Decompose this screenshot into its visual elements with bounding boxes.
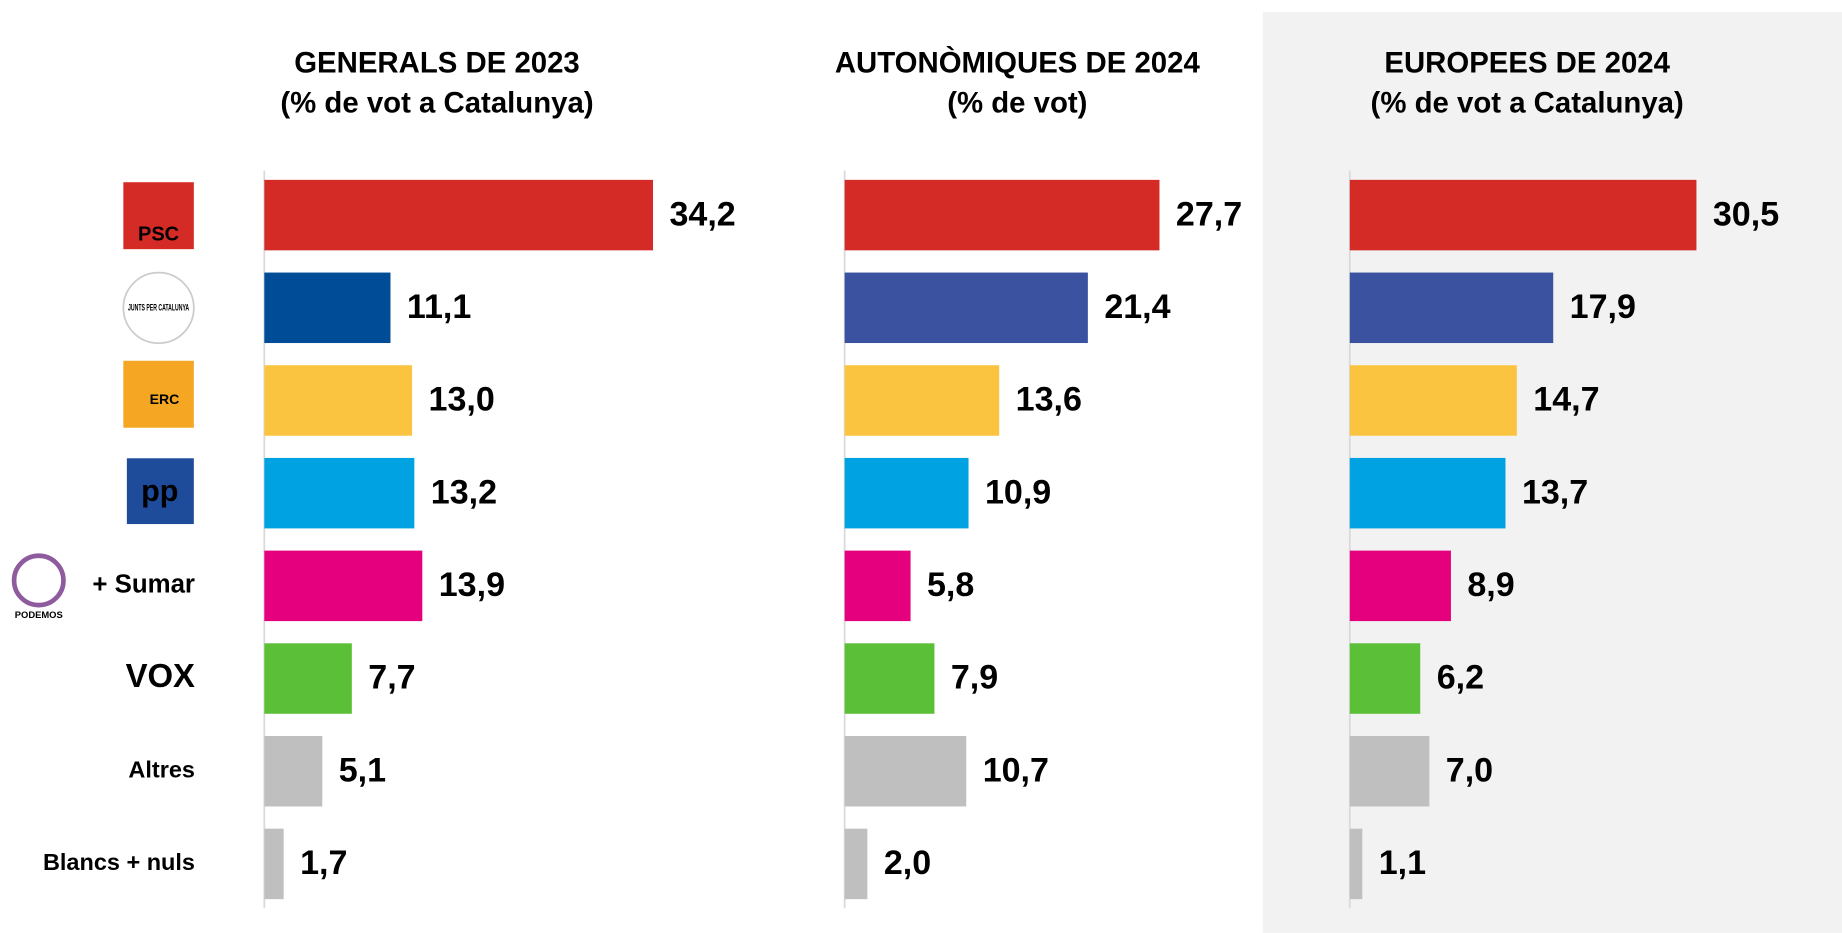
value-label: 13,7: [1522, 473, 1588, 511]
category-label: + Sumar: [92, 571, 195, 599]
pp-logo: [126, 458, 194, 525]
value-label: 13,0: [429, 381, 495, 419]
bar: [844, 179, 1160, 251]
bar: [264, 828, 284, 900]
value-label: 34,2: [669, 195, 735, 233]
value-label: 17,9: [1570, 288, 1636, 326]
value-label: 7,0: [1446, 751, 1493, 789]
bar: [264, 735, 323, 807]
bar: [844, 735, 967, 807]
category-label: VOX: [126, 657, 195, 694]
bar: [264, 179, 654, 251]
bar: [264, 457, 415, 529]
bar: [264, 272, 391, 344]
value-label: 1,7: [300, 844, 347, 882]
value-label: 7,7: [368, 659, 415, 697]
bar: [844, 272, 1088, 344]
bar: [264, 643, 352, 714]
bar: [1349, 643, 1421, 714]
category-label: JUNTS PER CATALUNYA: [128, 301, 189, 312]
value-label: 13,2: [431, 473, 497, 511]
bar: [1349, 550, 1451, 622]
value-label: 10,7: [983, 751, 1049, 789]
chart-subtitle: (% de vot a Catalunya): [1371, 86, 1684, 119]
podemos-logo: [11, 553, 66, 608]
bar: [844, 457, 969, 529]
chart-title: GENERALS DE 2023: [294, 46, 580, 79]
value-label: 5,1: [339, 751, 386, 789]
bar: [264, 550, 423, 622]
bar: [844, 365, 1000, 436]
chart-title: AUTONÒMIQUES DE 2024: [835, 45, 1201, 79]
value-label: 8,9: [1467, 566, 1514, 604]
value-label: 13,6: [1016, 381, 1082, 419]
value-label: 14,7: [1533, 381, 1599, 419]
value-label: 30,5: [1713, 195, 1779, 233]
bar: [844, 550, 911, 622]
value-label: 11,1: [407, 288, 471, 326]
bar: [844, 828, 868, 900]
bar: [1349, 735, 1430, 807]
category-label: PSC: [138, 223, 179, 245]
bar: [1349, 179, 1697, 251]
value-label: 1,1: [1379, 844, 1426, 882]
chart-subtitle: (% de vot): [947, 86, 1087, 119]
erc-logo: [123, 360, 194, 428]
chart-subtitle: (% de vot a Catalunya): [280, 86, 593, 119]
bar: [844, 643, 935, 714]
junts-logo: [122, 271, 195, 345]
category-label: Altres: [128, 756, 195, 782]
value-label: 6,2: [1437, 659, 1484, 697]
category-label: pp: [141, 474, 178, 508]
category-label: ERC: [150, 391, 180, 407]
value-label: 2,0: [884, 844, 931, 882]
bar: [1349, 457, 1506, 529]
category-label: Blancs + nuls: [43, 849, 195, 875]
value-label: 27,7: [1176, 195, 1242, 233]
value-label: 21,4: [1104, 288, 1170, 326]
bar: [1349, 365, 1517, 436]
value-label: 13,9: [439, 566, 505, 604]
psc-logo: [123, 182, 194, 250]
value-label: 7,9: [951, 659, 998, 697]
bar: [264, 365, 413, 436]
chart-title: EUROPEES DE 2024: [1384, 46, 1670, 79]
bar: [1349, 828, 1363, 900]
value-label: 5,8: [927, 566, 974, 604]
podemos-label: PODEMOS: [15, 609, 63, 620]
bar: [1349, 272, 1554, 344]
value-label: 10,9: [985, 473, 1051, 511]
